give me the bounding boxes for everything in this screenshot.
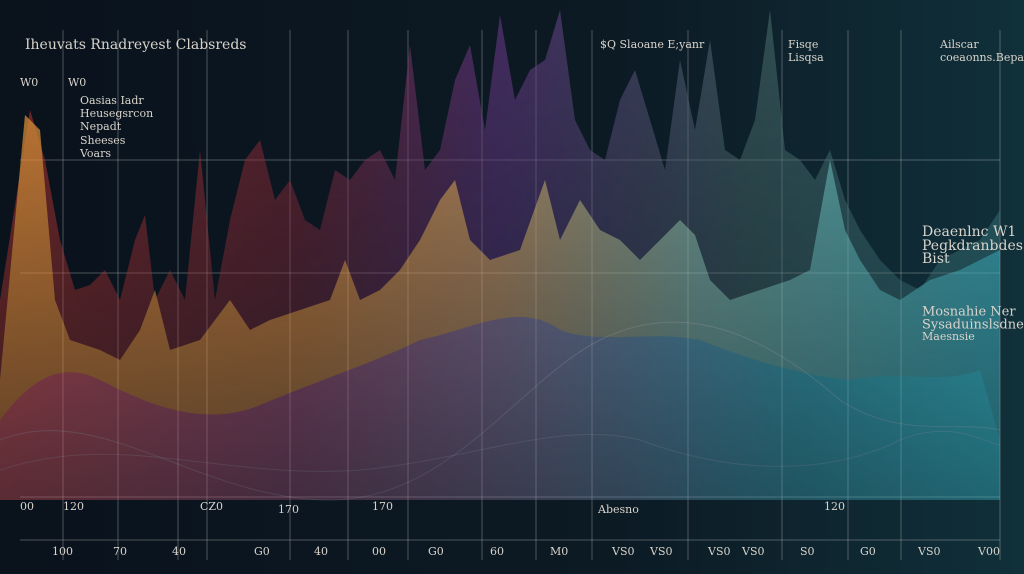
left-label: Oasias Iadr bbox=[80, 94, 144, 107]
axis-label: VS0 bbox=[611, 545, 634, 558]
side-note: Maesnsie bbox=[922, 330, 975, 343]
left-label: W0 bbox=[20, 76, 38, 89]
side-note: Pegkdranbdes bbox=[922, 238, 1023, 254]
axis-label: VS0 bbox=[649, 545, 672, 558]
axis-label: VS0 bbox=[741, 545, 764, 558]
top-label: coeaonns.Bepary bbox=[940, 51, 1024, 64]
axis-label: M0 bbox=[550, 545, 568, 558]
axis-label: G0 bbox=[860, 545, 876, 558]
wave-line bbox=[0, 321, 1001, 501]
mid-label: 170 bbox=[372, 500, 393, 513]
axis-label: 100 bbox=[52, 545, 73, 558]
side-note: Sysaduinslsdner bbox=[922, 318, 1024, 333]
left-label: Heusegsrcon bbox=[80, 107, 153, 120]
left-label: W0 bbox=[68, 76, 86, 89]
axis-label: G0 bbox=[428, 545, 444, 558]
top-label: $Q Slaoane E;yanr bbox=[600, 38, 705, 51]
axis-label: 60 bbox=[490, 545, 504, 558]
waves bbox=[0, 10, 1001, 501]
top-label: Fisqe bbox=[788, 38, 818, 51]
left-label: Sheeses bbox=[80, 134, 126, 147]
left-label: Nepadt bbox=[80, 120, 122, 133]
mid-label: 120 bbox=[63, 500, 84, 513]
mid-label: 00 bbox=[20, 500, 34, 513]
axis-label: G0 bbox=[254, 545, 270, 558]
top-label: Ailscar bbox=[939, 38, 979, 51]
axis-label: VS0 bbox=[917, 545, 940, 558]
axis-label: 40 bbox=[172, 545, 186, 558]
side-note: Mosnahie Ner bbox=[922, 305, 1016, 320]
axis-label: 40 bbox=[314, 545, 328, 558]
mid-label: Abesno bbox=[597, 503, 639, 516]
axis-label: V00 bbox=[977, 545, 1000, 558]
axis-label: 00 bbox=[372, 545, 386, 558]
mid-label: 170 bbox=[278, 503, 299, 516]
axis-label: S0 bbox=[800, 545, 815, 558]
wave-line bbox=[0, 430, 1001, 472]
side-note: Bist bbox=[922, 251, 950, 267]
mid-label: 120 bbox=[824, 500, 845, 513]
axis-label: 70 bbox=[113, 545, 127, 558]
left-label: Voars bbox=[79, 147, 111, 160]
mid-label: CZ0 bbox=[200, 500, 223, 513]
labels: Iheuvats Rnadreyest Clabsreds $Q Slaoane … bbox=[20, 37, 1024, 558]
axis-label: VS0 bbox=[707, 545, 730, 558]
top-label: Lisqsa bbox=[788, 51, 824, 64]
side-note: Deaenlnc W1 bbox=[922, 224, 1016, 240]
title: Iheuvats Rnadreyest Clabsreds bbox=[25, 37, 246, 53]
wave-front bbox=[0, 317, 1000, 500]
